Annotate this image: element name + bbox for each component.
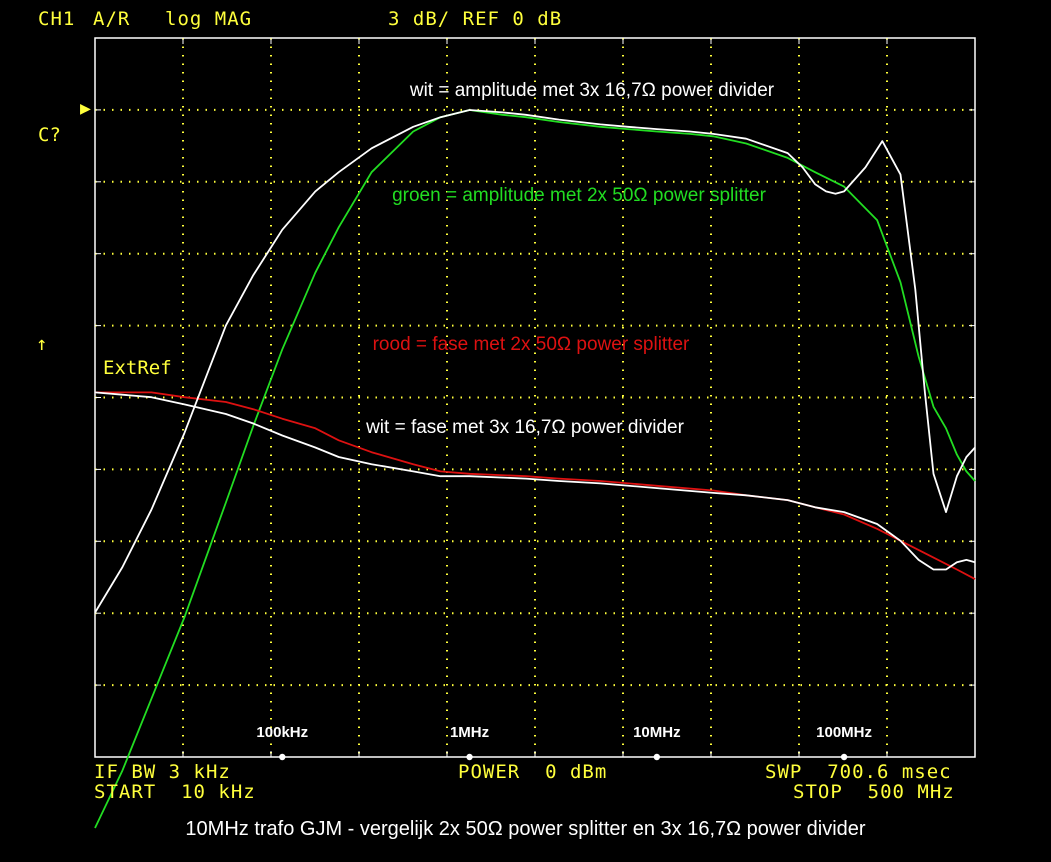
footer-start: START 10 kHz — [94, 781, 256, 803]
header-format: log MAG — [165, 8, 253, 30]
frequency-marker-dot — [840, 753, 848, 761]
frequency-marker-label: 100MHz — [816, 724, 872, 741]
frequency-marker-label: 1MHz — [450, 724, 489, 741]
header-scale: 3 dB/ REF 0 dB — [388, 8, 563, 30]
frequency-marker-dot — [466, 753, 473, 761]
header-measurement: A/R — [93, 8, 131, 30]
frequency-marker-dot — [653, 753, 661, 761]
frequency-marker-label: 100kHz — [256, 724, 308, 741]
series-line-phase-white — [94, 391, 976, 571]
footer-power: POWER 0 dBm — [458, 761, 608, 783]
footer-sweep-time: SWP 700.6 msec — [765, 761, 952, 783]
series-line-amp-white — [94, 109, 976, 614]
series-line-phase-red — [95, 391, 976, 580]
frequency-marker-label: 10MHz — [633, 724, 681, 741]
footer-ifbw: IF BW 3 kHz — [94, 761, 231, 783]
trace-annotation: groen = amplitude met 2x 50Ω power split… — [392, 185, 766, 206]
up-arrow-icon: ↑ — [36, 333, 48, 355]
header-channel: CH1 — [38, 8, 76, 30]
chart-caption: 10MHz trafo GJM - vergelijk 2x 50Ω power… — [185, 818, 866, 840]
trace-annotation: wit = amplitude met 3x 16,7Ω power divid… — [409, 80, 775, 101]
frequency-marker-dot — [279, 753, 286, 761]
reference-marker-icon: ▶ — [80, 98, 91, 119]
trace-annotation: wit = fase met 3x 16,7Ω power divider — [365, 417, 684, 438]
footer-stop: STOP 500 MHz — [793, 781, 955, 803]
extref-label: ExtRef — [103, 357, 172, 379]
cal-status: C? — [38, 124, 61, 146]
trace-annotation: rood = fase met 2x 50Ω power splitter — [373, 334, 690, 355]
series-line-amp-green — [94, 109, 976, 829]
